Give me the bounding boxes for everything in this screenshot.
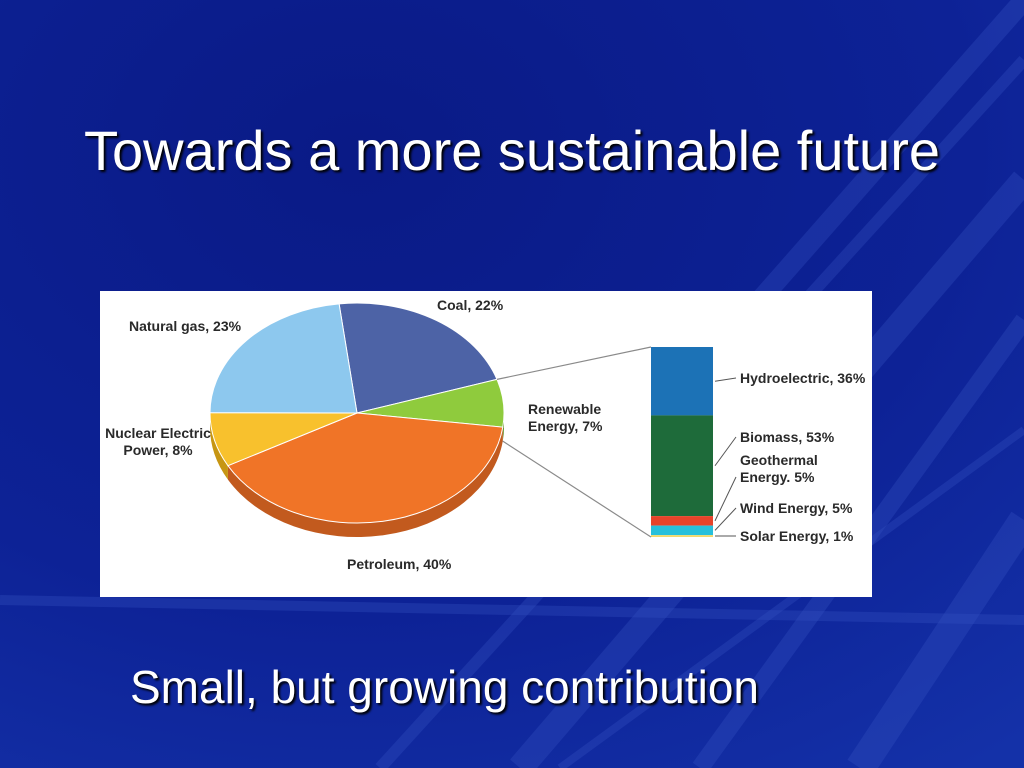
- bar-label-hydroelectric: Hydroelectric, 36%: [740, 370, 866, 386]
- bar-segment-biomass: [651, 415, 713, 517]
- slide-subtitle: Small, but growing contribution: [130, 661, 759, 713]
- pie-label-coal: Coal, 22%: [437, 297, 504, 313]
- bar-segment-hydroelectric: [651, 347, 713, 416]
- bar-leader-wind-energy: [714, 507, 737, 531]
- pie-label-petroleum: Petroleum, 40%: [347, 556, 452, 572]
- bar-leader-hydroelectric: [714, 377, 737, 382]
- connector-line-top: [496, 346, 652, 380]
- energy-chart: Coal, 22% Renewable Energy, 7% Petroleum, 4…: [105, 297, 866, 572]
- bar-label-wind-energy: Wind Energy, 5%: [740, 500, 853, 516]
- pie-slice-coal: [338, 302, 498, 414]
- pie-label-renewable-energy: Renewable Energy, 7%: [528, 401, 603, 434]
- pie-side-petroleum: [227, 427, 503, 537]
- bar-label-solar-energy: Solar Energy, 1%: [740, 528, 854, 544]
- pie-slice-natural-gas: [209, 303, 358, 414]
- pie-side-nuclear-electric-power: [210, 413, 228, 480]
- pie-slice-petroleum: [227, 412, 504, 524]
- bar-segment-wind-energy: [651, 525, 713, 536]
- bar-leader-geothermal-energy: [714, 476, 737, 522]
- slide-title: Towards a more sustainable future: [84, 119, 940, 182]
- bar-segment-geothermal-energy: [651, 516, 713, 526]
- bar-label-biomass: Biomass, 53%: [740, 429, 835, 445]
- pie-label-natural-gas: Natural gas, 23%: [129, 318, 242, 334]
- pie-side-renewable-energy: [502, 413, 504, 442]
- connector-line-bottom: [502, 440, 652, 538]
- energy-chart-panel: Coal, 22% Renewable Energy, 7% Petroleum, 4…: [100, 291, 872, 597]
- bar-segment-solar-energy: [651, 535, 713, 537]
- bar-leader-biomass: [714, 436, 737, 467]
- pie-label-nuclear-electric-power: Nuclear Electric Power, 8%: [105, 425, 211, 458]
- bar-label-geothermal-energy: Geothermal Energy. 5%: [740, 452, 818, 485]
